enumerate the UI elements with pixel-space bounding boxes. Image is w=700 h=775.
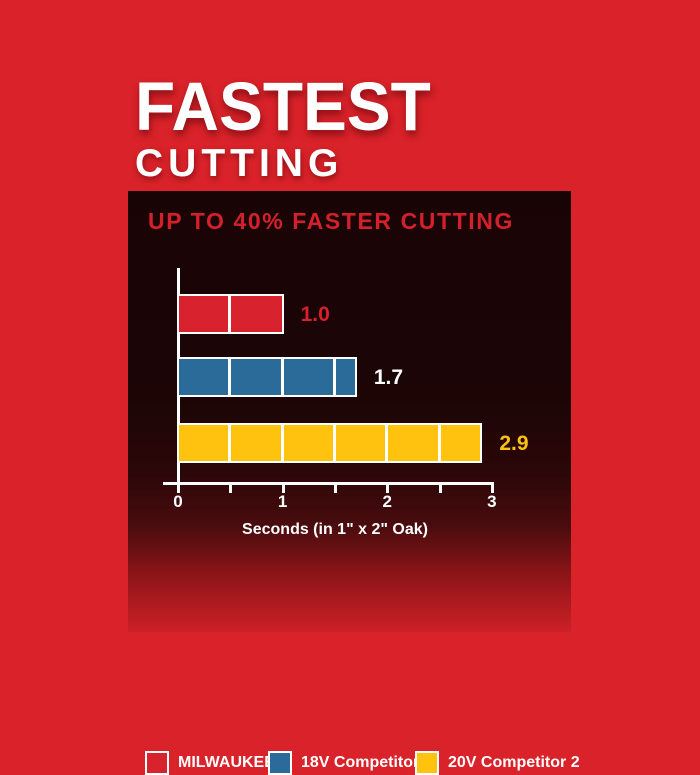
bar-value-label: 2.9 <box>499 432 529 455</box>
bar-value-label: 1.7 <box>373 366 404 389</box>
legend-swatch <box>268 751 292 775</box>
bar-18v-competitor-1 <box>177 357 357 397</box>
title-line2: CUTTING <box>135 142 344 185</box>
x-axis-tick-label: 0 <box>173 492 183 511</box>
legend-label: MILWAUKEE® <box>178 754 287 771</box>
title-line1: FASTEST <box>135 69 431 146</box>
bar-segment-divider <box>332 425 336 461</box>
bar-segment-divider <box>228 425 232 461</box>
x-axis-tick <box>490 484 494 493</box>
bar-value-label: 1.0 <box>300 303 330 326</box>
x-axis-tick <box>438 484 442 493</box>
x-axis-tick-label: 2 <box>382 492 392 511</box>
x-axis-tick-label: 1 <box>277 492 288 511</box>
page-background: FASTEST CUTTING UP TO 40% FASTER CUTTING… <box>128 73 580 775</box>
bar-segment-divider <box>280 425 284 461</box>
legend-label: 20V Competitor 2 <box>448 754 580 771</box>
bar-20v-competitor-2 <box>177 423 482 463</box>
legend-item-milwaukee: MILWAUKEE® <box>145 751 287 775</box>
legend-swatch <box>415 751 439 775</box>
page-title: FASTEST CUTTING <box>135 73 431 185</box>
x-axis-line <box>163 482 494 485</box>
x-axis-tick <box>333 484 337 493</box>
bar-chart: 0 1 2 3 1.0 1.7 2.9 Seconds (in 1" x 2" Oak) <box>128 191 571 551</box>
legend-item-20v-competitor-2: 20V Competitor 2 <box>415 751 580 775</box>
x-axis-tick <box>229 484 233 493</box>
bar-segment-divider <box>280 359 284 395</box>
bar-segment-divider <box>228 359 232 395</box>
bar-segment-divider <box>332 359 336 395</box>
x-axis-tick <box>177 484 180 493</box>
x-axis-tick-label: 3 <box>487 492 497 511</box>
legend-label: 18V Competitor 1 <box>301 754 433 771</box>
panel-heading: UP TO 40% FASTER CUTTING <box>148 208 514 234</box>
x-axis-label: Seconds (in 1" x 2" Oak) <box>242 521 428 538</box>
legend-swatch <box>145 751 169 775</box>
x-axis-tick <box>281 484 285 493</box>
bar-segment-divider <box>385 425 389 461</box>
x-axis-tick <box>386 484 390 493</box>
legend-item-18v-competitor-1: 18V Competitor 1 <box>268 751 433 775</box>
bar-segment-divider <box>228 296 232 332</box>
bar-segment-divider <box>437 425 441 461</box>
bar-milwaukee <box>177 294 284 334</box>
chart-panel: UP TO 40% FASTER CUTTING 0 1 2 3 1.0 1.7 2.9 … <box>128 191 580 775</box>
